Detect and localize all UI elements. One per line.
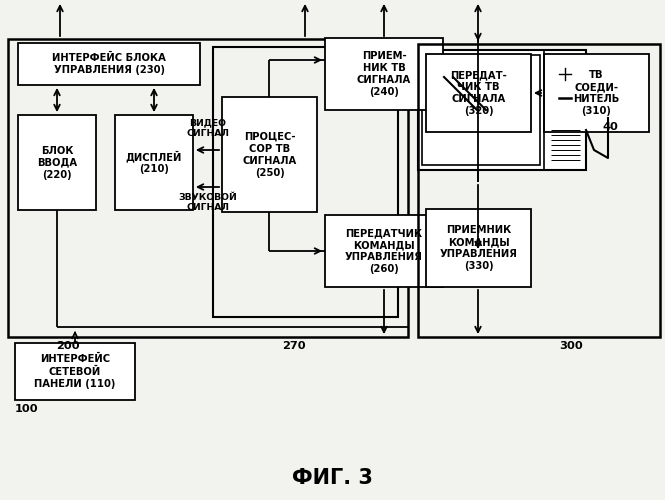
- Text: 270: 270: [282, 341, 306, 351]
- Bar: [422, 55, 540, 165]
- Text: 300: 300: [559, 341, 583, 351]
- Bar: [418, 50, 586, 170]
- Text: 200: 200: [56, 341, 80, 351]
- Bar: [18, 115, 96, 210]
- Bar: [115, 115, 193, 210]
- Text: ИНТЕРФЕЙС
СЕТЕВОЙ
ПАНЕЛИ (110): ИНТЕРФЕЙС СЕТЕВОЙ ПАНЕЛИ (110): [35, 354, 116, 388]
- Bar: [15, 343, 135, 400]
- Circle shape: [562, 112, 568, 118]
- Text: ИНТЕРФЕЙС БЛОКА
УПРАВЛЕНИЯ (230): ИНТЕРФЕЙС БЛОКА УПРАВЛЕНИЯ (230): [52, 53, 166, 75]
- Text: ПРОЦЕС-
СОР ТВ
СИГНАЛА
(250): ПРОЦЕС- СОР ТВ СИГНАЛА (250): [242, 132, 297, 178]
- Bar: [426, 209, 531, 287]
- Bar: [222, 97, 317, 212]
- FancyBboxPatch shape: [593, 67, 623, 121]
- Bar: [325, 215, 443, 287]
- Bar: [18, 43, 200, 85]
- Circle shape: [556, 89, 574, 107]
- Text: 100: 100: [15, 404, 39, 414]
- Text: ВИДЕО
СИГНАЛ: ВИДЕО СИГНАЛ: [186, 118, 229, 138]
- Text: БЛОК
ВВОДА
(220): БЛОК ВВОДА (220): [37, 146, 77, 180]
- Text: ПЕРЕДАТ-
ЧИК ТВ
СИГНАЛА
(320): ПЕРЕДАТ- ЧИК ТВ СИГНАЛА (320): [450, 70, 507, 116]
- Text: ПРИЕМ-
НИК ТВ
СИГНАЛА
(240): ПРИЕМ- НИК ТВ СИГНАЛА (240): [357, 51, 411, 97]
- Bar: [418, 44, 660, 337]
- Text: ЗВУКОВОЙ
СИГНАЛ: ЗВУКОВОЙ СИГНАЛ: [179, 193, 237, 212]
- Bar: [544, 54, 649, 132]
- Text: ПЕРЕДАТЧИК
КОМАНДЫ
УПРАВЛЕНИЯ
(260): ПЕРЕДАТЧИК КОМАНДЫ УПРАВЛЕНИЯ (260): [345, 228, 423, 274]
- Bar: [325, 38, 443, 110]
- Bar: [426, 54, 531, 132]
- Bar: [213, 47, 398, 317]
- Text: ПРИЕМНИК
КОМАНДЫ
УПРАВЛЕНИЯ
(330): ПРИЕМНИК КОМАНДЫ УПРАВЛЕНИЯ (330): [440, 225, 517, 271]
- Text: ФИГ. 3: ФИГ. 3: [292, 468, 373, 488]
- Circle shape: [601, 83, 615, 97]
- Text: ТВ
СОЕДИ-
НИТЕЛЬ
(310): ТВ СОЕДИ- НИТЕЛЬ (310): [573, 70, 620, 116]
- Bar: [8, 39, 408, 337]
- Text: ДИСПЛЕЙ
(210): ДИСПЛЕЙ (210): [126, 150, 182, 174]
- Text: 40: 40: [602, 122, 618, 132]
- Circle shape: [556, 65, 574, 83]
